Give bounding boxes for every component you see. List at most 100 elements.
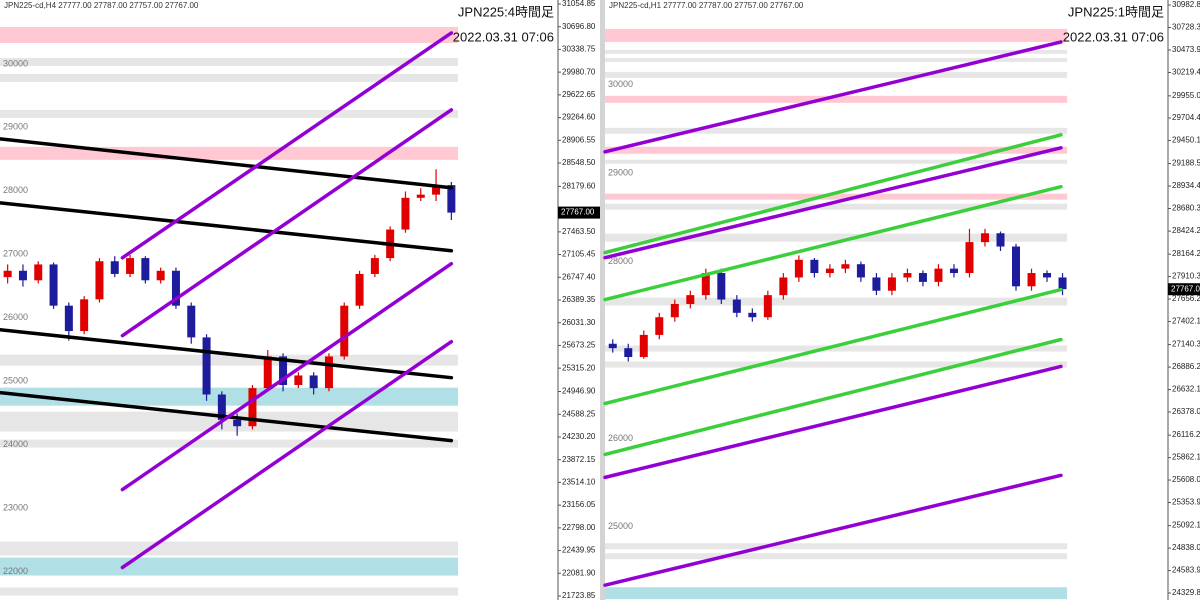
zone	[605, 233, 1068, 242]
level-label: 29000	[3, 122, 28, 132]
y-tick-label: 26116.20	[1172, 430, 1200, 439]
candle-body	[872, 277, 881, 291]
zone	[0, 541, 458, 556]
y-tick-label: 26632.10	[1172, 385, 1200, 394]
candle-body	[447, 185, 456, 213]
trend-line	[120, 108, 454, 338]
level-label: 24000	[3, 439, 28, 449]
zone	[0, 387, 458, 406]
y-tick-label: 30982.80	[1172, 0, 1200, 9]
candle-body	[80, 299, 89, 332]
candle-body	[64, 305, 73, 332]
y-tick-label: 29980.70	[562, 67, 596, 76]
y-tick-label: 28906.55	[562, 135, 596, 144]
candle-body	[701, 273, 710, 296]
candle-body	[949, 268, 958, 274]
trend-line	[120, 339, 454, 570]
y-tick-label: 30473.90	[1172, 45, 1200, 54]
price-label: 27767.00	[561, 208, 595, 217]
candle-body	[980, 233, 989, 243]
level-label: 26000	[3, 312, 28, 322]
candle-body	[608, 343, 617, 349]
candle-body	[18, 270, 27, 281]
panel-divider	[600, 0, 605, 600]
y-tick-label: 28548.50	[562, 158, 596, 167]
trend-line	[603, 133, 1063, 255]
y-tick-label: 28424.20	[1172, 226, 1200, 235]
trend-line	[120, 31, 454, 260]
candle-body	[732, 299, 741, 313]
trend-line	[603, 287, 1063, 406]
candle-body	[763, 295, 772, 318]
y-tick-label: 22798.00	[562, 523, 596, 532]
candle-body	[95, 261, 104, 300]
trend-line	[603, 473, 1063, 587]
y-tick-label: 22439.95	[562, 546, 596, 555]
y-tick-label: 30696.80	[562, 22, 596, 31]
zone	[605, 95, 1068, 103]
candle-body	[370, 258, 379, 274]
candle-body	[887, 277, 896, 291]
trend-line	[603, 40, 1063, 154]
y-tick-label: 24946.90	[562, 387, 596, 396]
candle-body	[856, 264, 865, 278]
candle-body	[324, 356, 333, 389]
candle-body	[340, 305, 349, 357]
y-tick-label: 24583.90	[1172, 566, 1200, 575]
chart-subtitle: 2022.03.31 07:06	[453, 29, 554, 44]
candle-body	[825, 268, 834, 274]
price-label: 27767.00	[1171, 284, 1200, 293]
y-tick-label: 29264.60	[562, 113, 596, 122]
level-label: 25000	[3, 376, 28, 386]
level-label: 29000	[608, 168, 633, 178]
candle-body	[918, 273, 927, 282]
zone	[0, 26, 458, 43]
candle-body	[187, 305, 196, 338]
y-tick-label: 26378.00	[1172, 407, 1200, 416]
candle-body	[126, 258, 135, 274]
y-tick-label: 27463.50	[562, 227, 596, 236]
zone	[605, 57, 1068, 62]
candle-body	[624, 348, 633, 358]
trend-line	[603, 146, 1063, 260]
trend-line	[0, 201, 454, 253]
y-tick-label: 24329.80	[1172, 588, 1200, 597]
level-label: 22000	[3, 566, 28, 576]
y-tick-label: 28680.30	[1172, 204, 1200, 213]
candle-body	[841, 264, 850, 269]
y-tick-label: 26747.40	[562, 272, 596, 281]
candle-body	[233, 419, 242, 427]
candle-body	[110, 261, 119, 274]
y-tick-label: 28179.60	[562, 182, 596, 191]
y-tick-label: 29188.50	[1172, 159, 1200, 168]
y-tick-label: 24588.25	[562, 409, 596, 418]
y-tick-label: 26389.35	[562, 295, 596, 304]
candle-body	[748, 312, 757, 318]
y-tick-label: 29622.65	[562, 90, 596, 99]
zone	[0, 557, 458, 576]
candle-body	[1043, 273, 1052, 278]
y-tick-label: 25315.20	[562, 363, 596, 372]
y-tick-label: 27910.30	[1172, 272, 1200, 281]
candle-body	[309, 375, 318, 389]
y-tick-label: 25673.25	[562, 341, 596, 350]
y-tick-label: 21723.85	[562, 591, 596, 600]
y-tick-label: 23514.10	[562, 478, 596, 487]
chart-subtitle: 2022.03.31 07:06	[1063, 29, 1164, 44]
zone	[605, 361, 1068, 368]
level-label: 23000	[3, 502, 28, 512]
y-tick-label: 26031.30	[562, 318, 596, 327]
level-label: 26000	[608, 433, 633, 443]
zone	[605, 543, 1068, 550]
zone	[0, 73, 458, 82]
zone	[605, 146, 1068, 154]
y-tick-label: 23872.15	[562, 455, 596, 464]
level-label: 28000	[3, 185, 28, 195]
price-badge	[1168, 283, 1200, 296]
chart-title: JPN225:1時間足	[1068, 4, 1164, 19]
y-tick-label: 30219.45	[1172, 68, 1200, 77]
candle-body	[1012, 246, 1021, 287]
zone	[605, 193, 1068, 200]
price-badge	[558, 206, 600, 219]
candle-body	[202, 337, 211, 395]
